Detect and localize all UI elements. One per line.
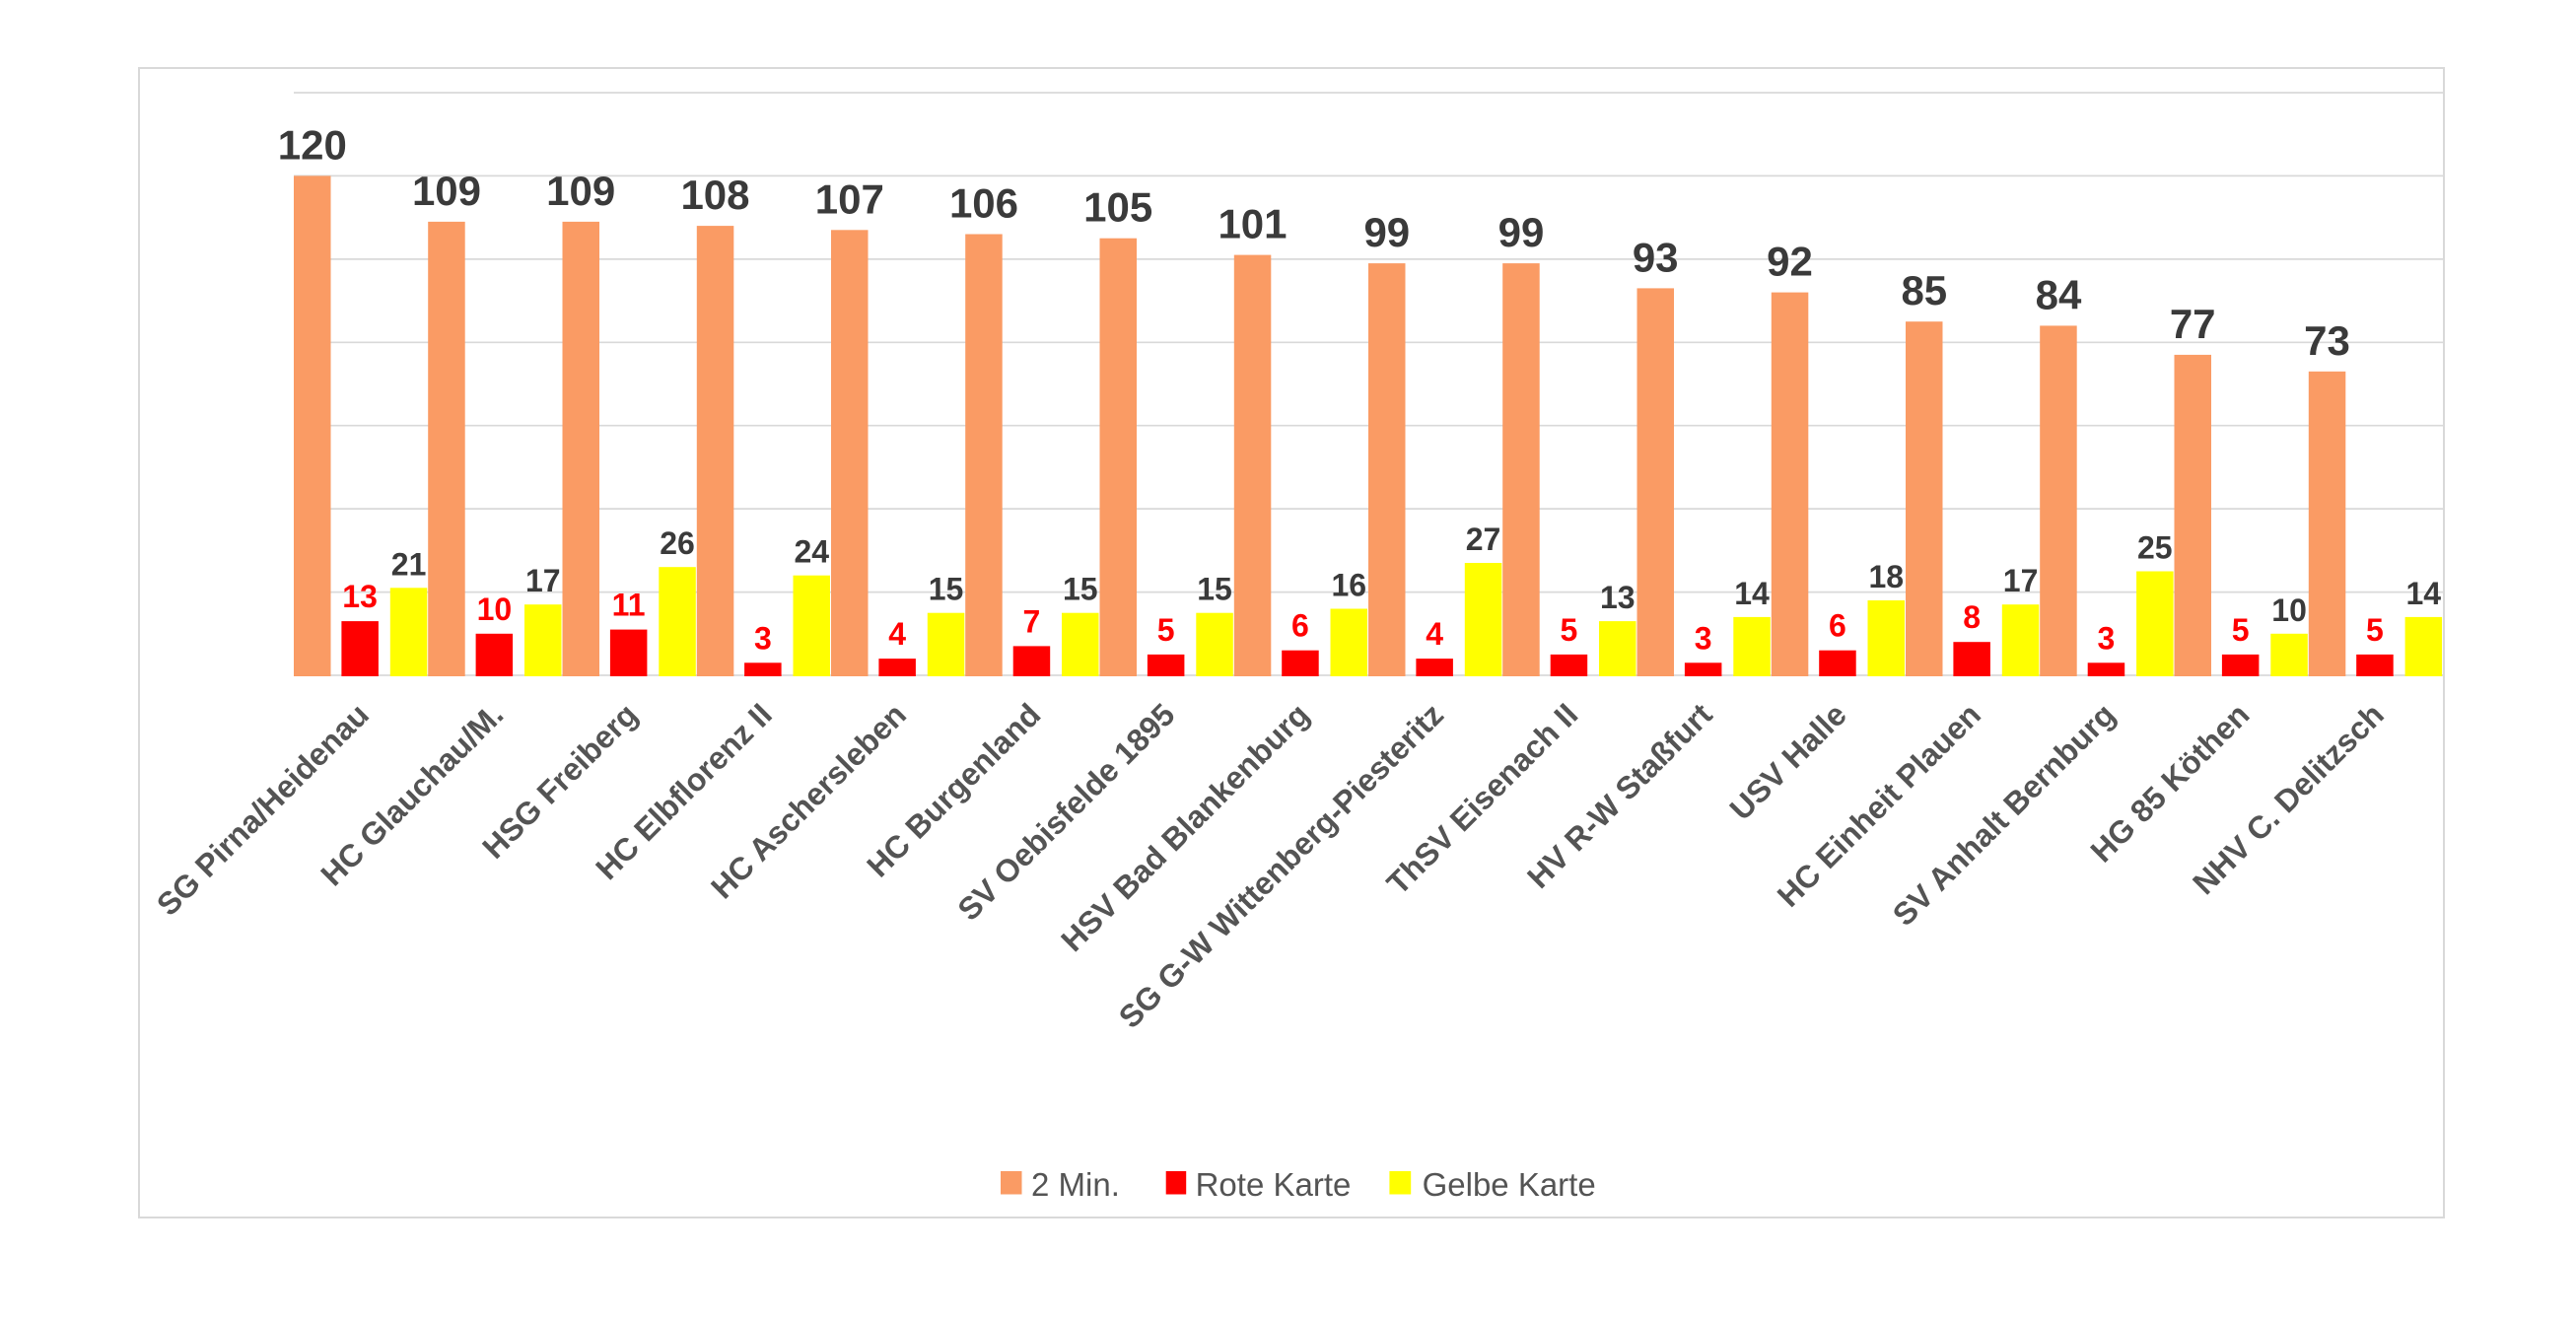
svg-text:2 Min.: 2 Min.: [1031, 1166, 1120, 1203]
svg-text:15: 15: [929, 572, 964, 607]
svg-text:5: 5: [1561, 612, 1578, 648]
svg-text:99: 99: [1363, 209, 1410, 255]
svg-text:77: 77: [2170, 301, 2216, 347]
svg-text:17: 17: [525, 563, 561, 598]
svg-text:13: 13: [1600, 580, 1636, 615]
svg-text:8: 8: [1963, 599, 1981, 635]
svg-text:93: 93: [1633, 234, 1679, 280]
svg-text:5: 5: [1157, 612, 1175, 648]
svg-text:24: 24: [795, 534, 830, 570]
svg-text:4: 4: [888, 616, 906, 652]
svg-text:3: 3: [754, 620, 772, 656]
svg-text:11: 11: [612, 588, 646, 623]
svg-text:120: 120: [278, 121, 347, 168]
svg-text:26: 26: [660, 525, 695, 561]
svg-text:27: 27: [1466, 522, 1501, 557]
svg-text:10: 10: [2271, 592, 2307, 628]
svg-text:6: 6: [1829, 608, 1846, 644]
svg-text:108: 108: [680, 172, 749, 218]
svg-text:73: 73: [2304, 317, 2350, 364]
svg-text:109: 109: [546, 168, 615, 214]
svg-text:14: 14: [1734, 576, 1770, 611]
svg-text:84: 84: [2036, 271, 2082, 317]
svg-text:4: 4: [1426, 616, 1443, 652]
svg-text:106: 106: [949, 180, 1018, 227]
svg-text:3: 3: [1695, 620, 1712, 656]
svg-text:92: 92: [1767, 239, 1813, 285]
svg-text:17: 17: [2003, 563, 2039, 598]
svg-text:5: 5: [2366, 612, 2384, 648]
svg-text:Rote Karte: Rote Karte: [1196, 1166, 1352, 1203]
svg-text:15: 15: [1197, 572, 1232, 607]
svg-text:14: 14: [2406, 576, 2442, 611]
svg-text:101: 101: [1218, 201, 1287, 247]
svg-text:25: 25: [2137, 530, 2173, 566]
svg-text:6: 6: [1291, 608, 1309, 644]
svg-text:107: 107: [815, 175, 884, 222]
svg-text:21: 21: [391, 546, 427, 582]
svg-text:10: 10: [477, 591, 513, 627]
svg-text:109: 109: [412, 168, 481, 214]
svg-text:5: 5: [2232, 612, 2250, 648]
svg-text:105: 105: [1083, 184, 1152, 231]
svg-text:15: 15: [1063, 572, 1098, 607]
svg-text:85: 85: [1901, 267, 1947, 313]
svg-text:16: 16: [1332, 568, 1367, 603]
svg-text:13: 13: [342, 579, 378, 614]
svg-text:18: 18: [1869, 559, 1905, 594]
svg-text:7: 7: [1023, 603, 1041, 639]
svg-text:99: 99: [1498, 209, 1545, 255]
svg-text:Gelbe Karte: Gelbe Karte: [1423, 1166, 1596, 1203]
svg-text:3: 3: [2098, 620, 2116, 656]
